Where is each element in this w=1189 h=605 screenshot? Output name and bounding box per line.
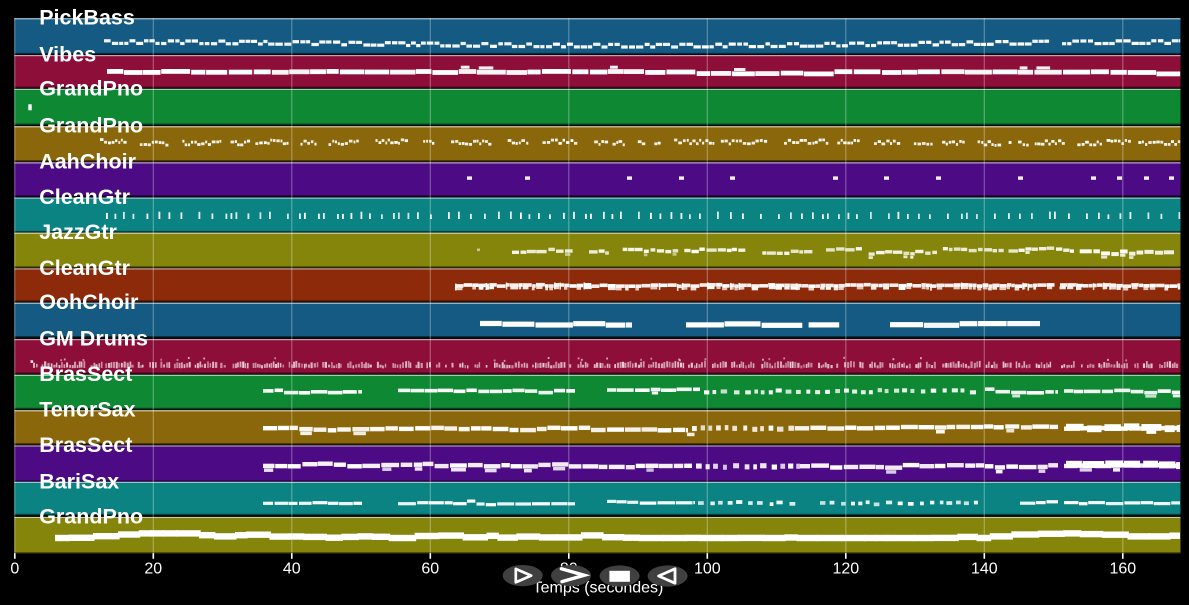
svg-text:60: 60	[421, 561, 439, 578]
svg-text:40: 40	[283, 561, 301, 578]
svg-text:140: 140	[971, 561, 998, 578]
svg-text:PickBass: PickBass	[39, 6, 135, 30]
svg-text:OohChoir: OohChoir	[39, 290, 139, 314]
svg-text:GM Drums: GM Drums	[39, 327, 148, 351]
svg-text:GrandPno: GrandPno	[39, 114, 143, 138]
svg-text:TenorSax: TenorSax	[39, 398, 135, 422]
svg-text:GrandPno: GrandPno	[39, 76, 143, 100]
svg-text:BrasSect: BrasSect	[39, 362, 132, 386]
svg-text:BrasSect: BrasSect	[39, 433, 132, 457]
svg-text:0: 0	[10, 561, 19, 578]
svg-text:AahChoir: AahChoir	[39, 150, 136, 174]
svg-text:Vibes: Vibes	[39, 43, 96, 67]
svg-text:20: 20	[144, 561, 162, 578]
svg-text:GrandPno: GrandPno	[39, 504, 143, 528]
svg-text:BariSax: BariSax	[39, 469, 119, 493]
svg-text:CleanGtr: CleanGtr	[39, 185, 130, 209]
svg-text:CleanGtr: CleanGtr	[39, 256, 130, 280]
svg-text:100: 100	[694, 561, 721, 578]
svg-text:JazzGtr: JazzGtr	[39, 220, 117, 244]
svg-text:120: 120	[832, 561, 859, 578]
svg-text:160: 160	[1109, 561, 1136, 578]
svg-text:Temps (secondes): Temps (secondes)	[533, 580, 664, 597]
